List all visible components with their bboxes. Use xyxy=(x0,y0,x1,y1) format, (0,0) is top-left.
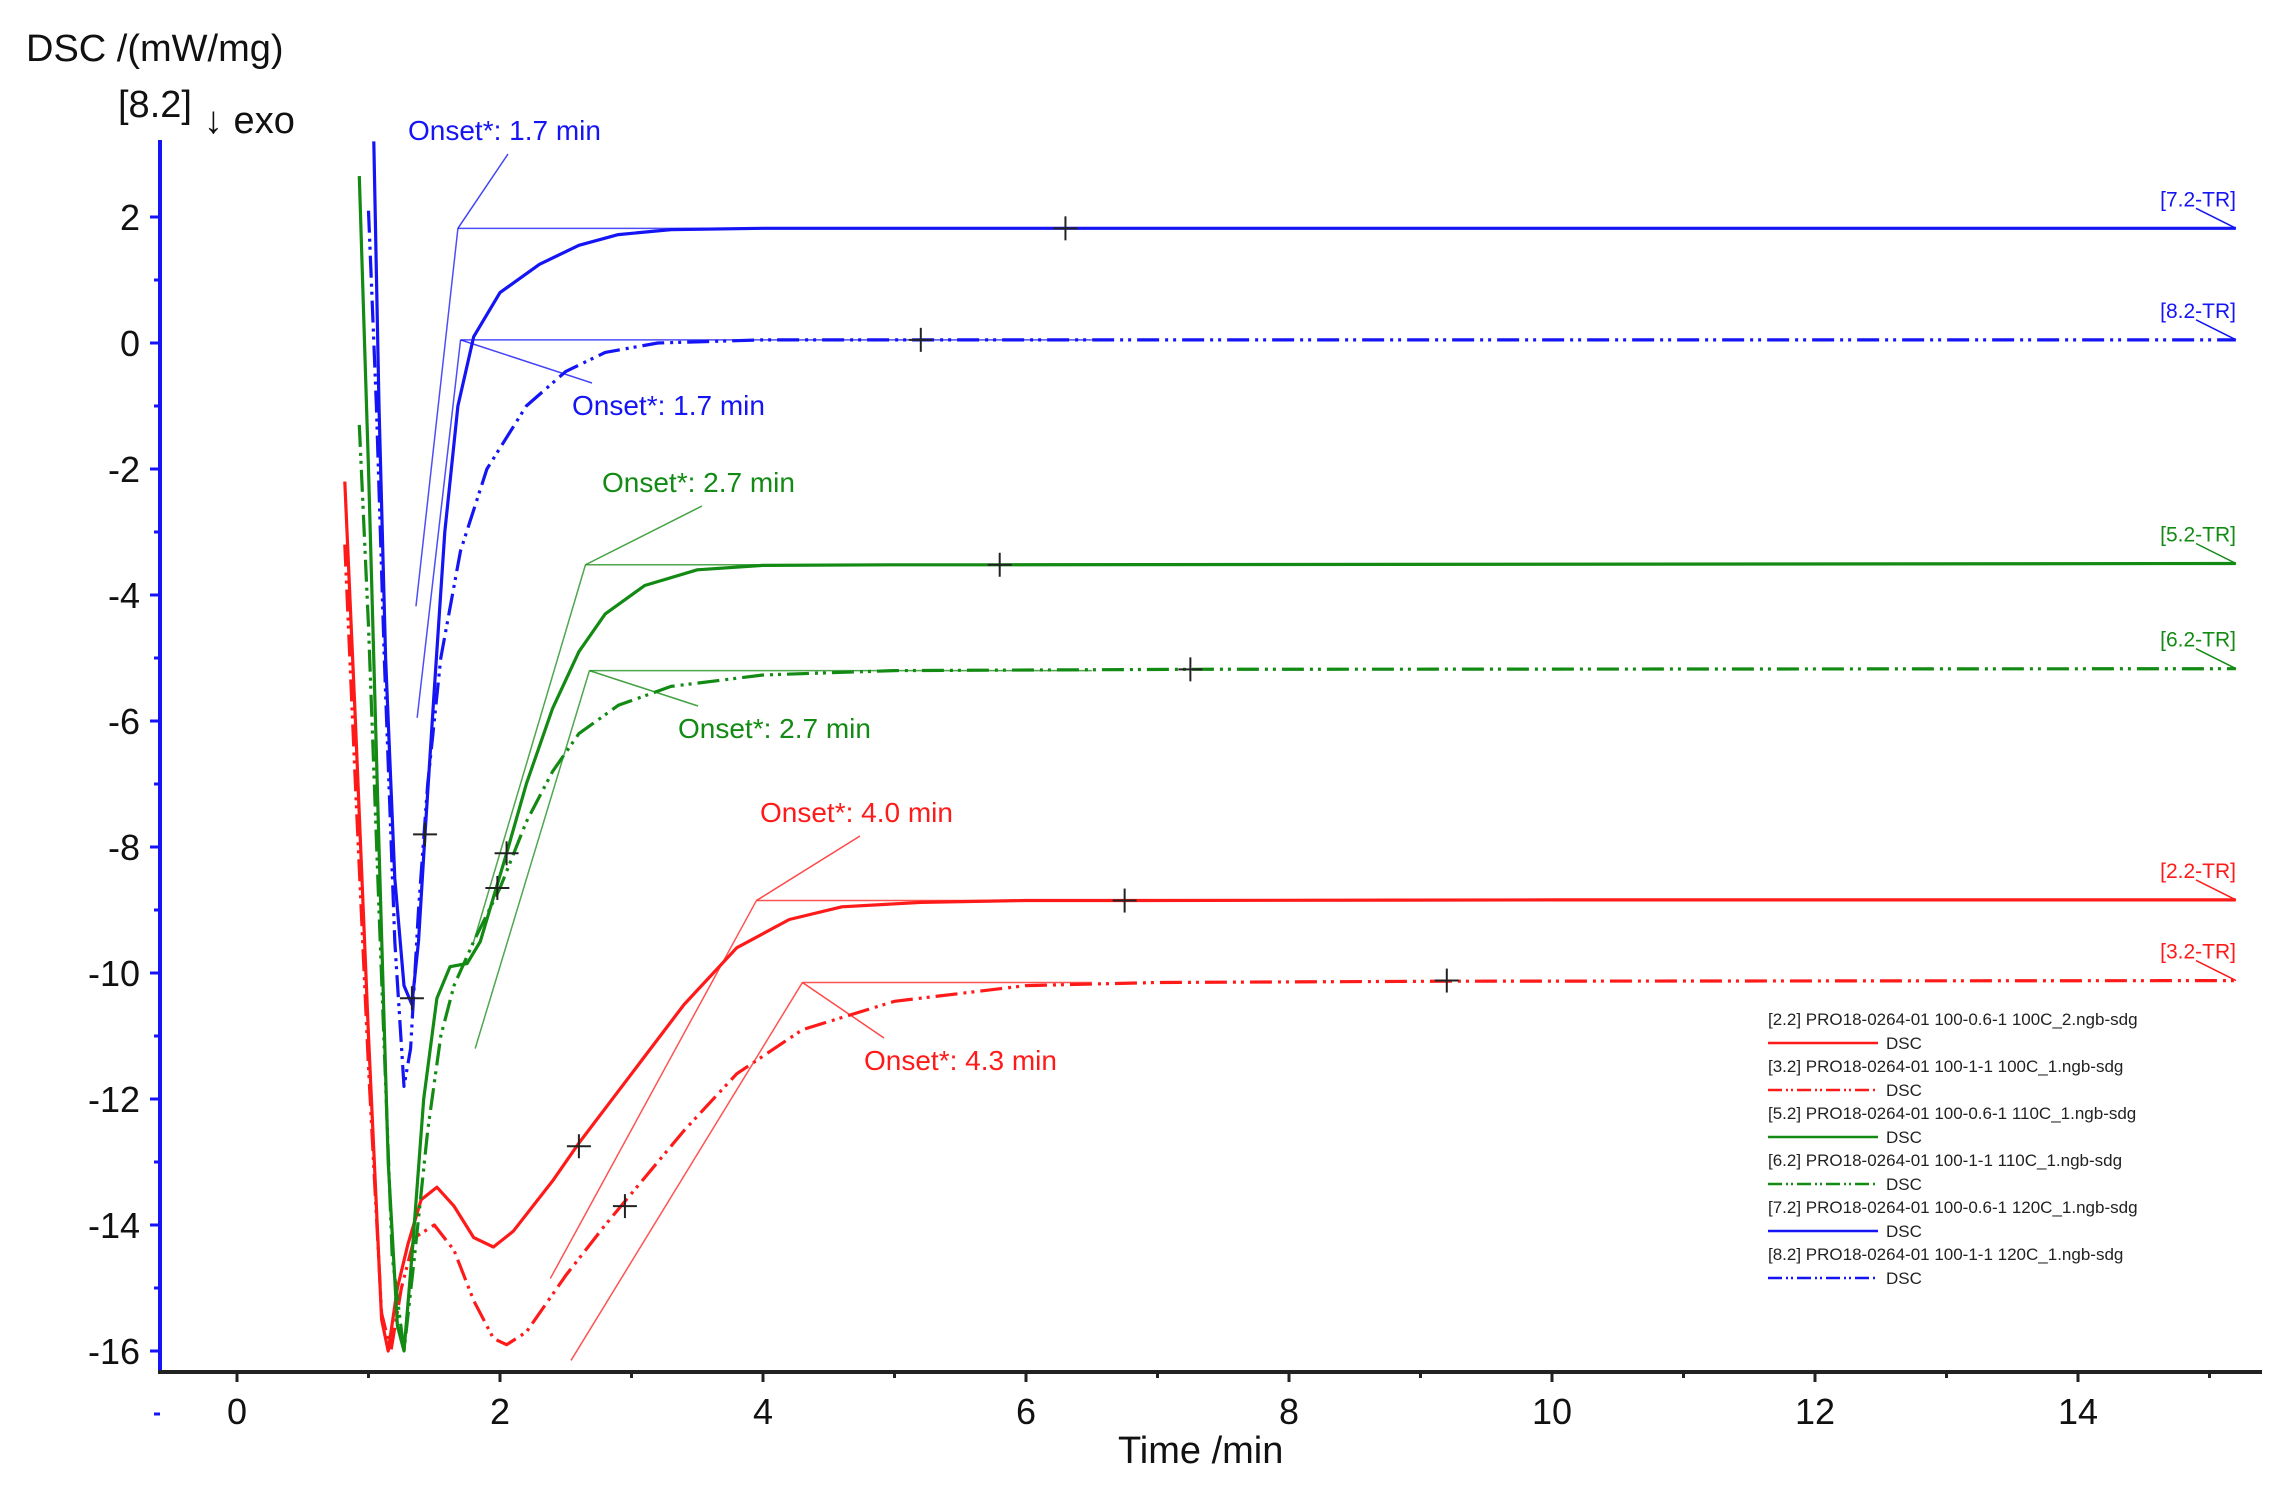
x-tick-label: 8 xyxy=(1279,1391,1299,1432)
legend-name: [8.2] PRO18-0264-01 100-1-1 120C_1.ngb-s… xyxy=(1768,1245,2124,1264)
end-tag-label: [7.2-TR] xyxy=(2160,188,2236,211)
onset-annotation: Onset*: 1.7 min xyxy=(572,390,765,421)
curve-end-tags: [2.2-TR] [3.2-TR] [5.2-TR] [6.2-TR] [7.2-TR]… xyxy=(2160,188,2237,982)
end-tag-leader xyxy=(2195,879,2237,901)
onset-annotation: Onset*: 1.7 min xyxy=(408,115,601,146)
onset-tangent xyxy=(549,900,758,1279)
y-tick-label: -12 xyxy=(88,1079,140,1120)
legend-line-swatch xyxy=(1768,1183,1878,1186)
onset-tangent xyxy=(415,228,459,607)
x-tick-label: 4 xyxy=(753,1391,773,1432)
x-tick-label: 0 xyxy=(227,1391,247,1432)
legend-signal: DSC xyxy=(1886,1268,1922,1288)
end-tag-label: [3.2-TR] xyxy=(2160,941,2236,964)
x-tick-label: 10 xyxy=(1532,1391,1572,1432)
legend-name: [3.2] PRO18-0264-01 100-1-1 100C_1.ngb-s… xyxy=(1768,1057,2124,1076)
x-tick-label: 12 xyxy=(1795,1391,1835,1432)
y-tick-label: 0 xyxy=(120,323,140,364)
curve-3-2 xyxy=(343,544,2236,1353)
legend-signal: DSC xyxy=(1886,1174,1922,1194)
y-tick-label: -14 xyxy=(88,1205,140,1246)
y-tick-label: -2 xyxy=(108,449,140,490)
legend-item: [6.2] PRO18-0264-01 100-1-1 110C_1.ngb-s… xyxy=(1768,1149,2248,1196)
onset-annotation: Onset*: 4.0 min xyxy=(760,797,953,828)
y-tick-label: -4 xyxy=(108,575,140,616)
end-tag-label: [5.2-TR] xyxy=(2160,524,2236,547)
curve-8-2 xyxy=(366,210,2236,1088)
legend-name: [2.2] PRO18-0264-01 100-0.6-1 100C_2.ngb… xyxy=(1768,1010,2138,1029)
legend-line-swatch xyxy=(1768,1136,1878,1139)
y-axis-curve-tag: [8.2] xyxy=(118,84,192,126)
annotation-leader xyxy=(589,669,699,707)
x-tick-label: 6 xyxy=(1016,1391,1036,1432)
end-tag-leader xyxy=(2195,959,2237,982)
end-tag-leader xyxy=(2195,207,2237,230)
onset-annotation: Onset*: 2.7 min xyxy=(678,713,871,744)
legend-line-swatch xyxy=(1768,1277,1878,1280)
chart-legend: [2.2] PRO18-0264-01 100-0.6-1 100C_2.ngb… xyxy=(1768,1008,2248,1290)
legend-name: [5.2] PRO18-0264-01 100-0.6-1 110C_1.ngb… xyxy=(1768,1104,2137,1123)
legend-item: [8.2] PRO18-0264-01 100-1-1 120C_1.ngb-s… xyxy=(1768,1243,2248,1290)
y-tick-label: -6 xyxy=(108,701,140,742)
onset-tangent xyxy=(472,564,587,943)
legend-signal: DSC xyxy=(1886,1080,1922,1100)
end-tag-label: [6.2-TR] xyxy=(2160,629,2236,652)
y-axis-label: DSC /(mW/mg) xyxy=(26,28,284,70)
onset-annotations: Onset*: 1.7 min Onset*: 1.7 min Onset*: 2.… xyxy=(408,115,1057,1076)
annotation-leader xyxy=(756,835,861,902)
legend-item: [7.2] PRO18-0264-01 100-0.6-1 120C_1.ngb… xyxy=(1768,1196,2248,1243)
onset-annotation: Onset*: 2.7 min xyxy=(602,467,795,498)
legend-line-swatch xyxy=(1768,1230,1878,1233)
end-tag-leader xyxy=(2195,319,2237,341)
onset-tangent xyxy=(474,670,591,1049)
legend-name: [6.2] PRO18-0264-01 100-1-1 110C_1.ngb-s… xyxy=(1768,1151,2123,1170)
end-tag-leader xyxy=(2195,542,2237,565)
legend-signal: DSC xyxy=(1886,1127,1922,1147)
onset-annotation: Onset*: 4.3 min xyxy=(864,1045,1057,1076)
legend-name: [7.2] PRO18-0264-01 100-0.6-1 120C_1.ngb… xyxy=(1768,1198,2138,1217)
data-curves xyxy=(343,141,2236,1353)
legend-line-swatch xyxy=(1768,1089,1878,1092)
y-tick-label: -8 xyxy=(108,827,140,868)
curve-2-2 xyxy=(343,481,2236,1353)
y-tick-label: -16 xyxy=(88,1331,140,1372)
cross-markers xyxy=(399,216,1459,1219)
curve-6-2 xyxy=(357,424,2236,1353)
legend-line-swatch xyxy=(1768,1042,1878,1045)
curve-7-2 xyxy=(372,141,2236,1007)
legend-item: [5.2] PRO18-0264-01 100-0.6-1 110C_1.ngb… xyxy=(1768,1102,2248,1149)
onset-tangent xyxy=(570,982,804,1361)
y-tick-label: 2 xyxy=(120,197,140,238)
onset-tangent xyxy=(416,339,462,718)
legend-item: [3.2] PRO18-0264-01 100-1-1 100C_1.ngb-s… xyxy=(1768,1055,2248,1102)
annotation-leader xyxy=(460,339,593,384)
x-axis-label: Time /min xyxy=(1118,1430,1284,1472)
end-tag-leader xyxy=(2195,648,2237,670)
y-tick-label: -10 xyxy=(88,953,140,994)
legend-item: [2.2] PRO18-0264-01 100-0.6-1 100C_2.ngb… xyxy=(1768,1008,2248,1055)
axes: 2 0 -2 -4 -6 -8 -10 -12 -14 -16 0 2 4 6 8 10 12 14 xyxy=(88,140,2262,1432)
annotation-leader xyxy=(802,981,885,1039)
end-tag-label: [8.2-TR] xyxy=(2160,300,2236,323)
legend-signal: DSC xyxy=(1886,1221,1922,1241)
legend-signal: DSC xyxy=(1886,1033,1922,1053)
annotation-leader xyxy=(585,505,703,566)
x-tick-label: 2 xyxy=(490,1391,510,1432)
x-tick-label: 14 xyxy=(2058,1391,2098,1432)
exo-direction-label: ↓ exo xyxy=(204,100,295,142)
end-tag-label: [2.2-TR] xyxy=(2160,860,2236,883)
annotation-leader xyxy=(457,153,509,229)
